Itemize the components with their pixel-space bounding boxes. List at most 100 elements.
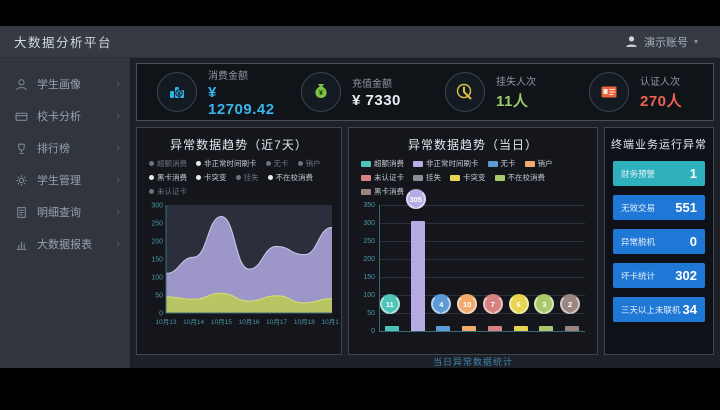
sidebar-item-student-management[interactable]: 学生管理 › <box>0 164 130 196</box>
gridline <box>379 223 585 224</box>
card-icon <box>15 110 28 123</box>
legend-label: 销户 <box>305 159 321 168</box>
bar-非正常时间刷卡[interactable] <box>410 221 425 331</box>
doc-icon <box>15 206 28 219</box>
area-chart: 0 50 100 150 200 250 300 10月13 10月14 10月15 10月16 10… <box>137 199 341 327</box>
sidebar-item-ranking[interactable]: 排行榜 › <box>0 132 130 164</box>
legend-item[interactable]: 无卡 <box>487 158 516 169</box>
letterbox-top <box>0 0 720 26</box>
legend-item[interactable]: 非正常时间刷卡 <box>196 158 257 169</box>
bar-chart-legend: 超额消费 非正常时间刷卡 无卡 销户未认证卡 挂失 卡突变 不在校消费黑卡消费 <box>349 153 597 197</box>
terminal-item[interactable]: 无效交易 551 <box>613 195 705 220</box>
legend-swatch-icon <box>494 174 505 181</box>
app-header: 大数据分析平台 演示账号 ▾ <box>0 26 720 58</box>
bar-value: 4 <box>439 299 444 309</box>
legend-item[interactable]: 不在校消费 <box>494 172 546 183</box>
svg-text:250: 250 <box>151 221 163 228</box>
legend-item[interactable]: 黑卡消费 <box>149 172 187 183</box>
legend-item[interactable]: 销户 <box>297 158 321 169</box>
y-axis-tick: 200 <box>363 255 375 263</box>
legend-label: 挂失 <box>426 173 441 182</box>
sidebar-item-label: 学生画像 <box>37 79 81 91</box>
gridline <box>379 259 585 260</box>
y-axis-tick: 250 <box>363 237 375 245</box>
legend-item[interactable]: 未认证卡 <box>361 172 404 183</box>
y-axis-tick: 300 <box>363 219 375 227</box>
bar-value: 6 <box>516 299 521 309</box>
bar-value: 11 <box>385 299 394 309</box>
legend-item[interactable]: 挂失 <box>235 172 259 183</box>
legend-item[interactable]: 卡突变 <box>450 172 486 183</box>
y-axis-tick: 100 <box>363 291 375 299</box>
bar-卡突变[interactable] <box>513 326 528 331</box>
legend-item[interactable]: 黑卡消费 <box>361 186 404 197</box>
chevron-right-icon: › <box>116 174 120 186</box>
y-axis-tick: 150 <box>363 273 375 281</box>
legend-swatch-icon <box>487 160 498 167</box>
user-menu[interactable]: 演示账号 ▾ <box>625 34 698 50</box>
terminal-panel-title: 终端业务运行异常 <box>611 139 707 151</box>
legend-item[interactable]: 非正常时间刷卡 <box>413 158 479 169</box>
user-name: 演示账号 <box>643 36 688 49</box>
bar-marker: 2 <box>560 294 581 314</box>
legend-item[interactable]: 卡突变 <box>196 172 227 183</box>
kpi-value: 270人 <box>640 93 683 110</box>
chevron-right-icon: › <box>116 238 120 250</box>
kpi-label: 充值金额 <box>352 79 392 90</box>
legend-label: 未认证卡 <box>374 173 404 182</box>
sidebar-item-student-portrait[interactable]: 学生画像 › <box>0 68 130 100</box>
kpi-label: 挂失人次 <box>496 77 536 88</box>
sidebar-item-bigdata-report[interactable]: 大数据报表 › <box>0 228 130 260</box>
bar-超额消费[interactable] <box>384 326 399 331</box>
bar-无卡[interactable] <box>436 326 451 331</box>
legend-swatch-icon <box>361 160 371 167</box>
legend-swatch-icon <box>450 174 460 181</box>
gridline <box>379 241 585 242</box>
bar-chart-footer-link[interactable]: 当日异常数据统计 <box>432 357 513 367</box>
kpi-label: 认证人次 <box>640 77 680 88</box>
x-axis <box>379 331 585 332</box>
sidebar-item-label: 明细查询 <box>37 207 81 219</box>
legend-dot-icon <box>149 161 154 166</box>
legend-item[interactable]: 不在校消费 <box>267 172 313 183</box>
svg-text:50: 50 <box>155 293 163 300</box>
id-card-icon <box>589 72 629 112</box>
panel-trend-7days: 异常数据趋势（近7天） 超额消费 非正常时间刷卡 无卡 销户 黑卡消费 卡突变 挂失 不在校消… <box>136 127 342 355</box>
terminal-item-value: 0 <box>689 234 697 249</box>
chevron-right-icon: › <box>116 142 120 154</box>
svg-text:10月18: 10月18 <box>294 318 315 326</box>
sidebar-item-label: 校卡分析 <box>37 111 81 123</box>
legend-label: 未认证卡 <box>157 187 187 196</box>
bar-不在校消费[interactable] <box>539 326 554 331</box>
legend-label: 无卡 <box>500 159 516 168</box>
coins-icon: ¥ <box>157 72 197 112</box>
sidebar-item-detail-query[interactable]: 明细查询 › <box>0 196 130 228</box>
bar-marker: 305 <box>405 189 426 210</box>
panel-trend-today-title: 异常数据趋势（当日） <box>407 138 538 152</box>
sidebar: 学生画像 › 校卡分析 › 排行榜 › 学生管理 › 明细查询 › 大数据报表 › <box>0 58 130 368</box>
terminal-item[interactable]: 三天以上未联机 34 <box>613 297 705 322</box>
bar-未认证卡[interactable] <box>487 326 502 331</box>
legend-label: 超额消费 <box>374 159 404 168</box>
sidebar-item-card-analysis[interactable]: 校卡分析 › <box>0 100 130 132</box>
svg-text:100: 100 <box>151 275 163 282</box>
terminal-item[interactable]: 坏卡统计 302 <box>613 263 705 288</box>
terminal-item-label: 异常脱机 <box>621 236 656 247</box>
legend-label: 非正常时间刷卡 <box>426 159 479 168</box>
gear-icon <box>15 174 28 187</box>
legend-item[interactable]: 超额消费 <box>149 158 187 169</box>
legend-item[interactable]: 未认证卡 <box>149 186 187 197</box>
terminal-item[interactable]: 异常脱机 0 <box>613 229 705 254</box>
chevron-right-icon: › <box>116 110 120 122</box>
bar-销户[interactable] <box>462 326 477 331</box>
legend-item[interactable]: 无卡 <box>265 158 289 169</box>
legend-item[interactable]: 销户 <box>524 158 553 169</box>
svg-text:0: 0 <box>159 311 163 318</box>
bar-value: 3 <box>542 299 547 309</box>
legend-item[interactable]: 挂失 <box>413 172 441 183</box>
terminal-item[interactable]: 财务预警 1 <box>613 161 705 186</box>
bar-黑卡消费[interactable] <box>565 326 580 331</box>
legend-item[interactable]: 超额消费 <box>361 158 404 169</box>
kpi-consume-amount: ¥ 消费金额 ¥ 12709.42 <box>137 67 281 118</box>
legend-label: 不在校消费 <box>507 173 546 182</box>
